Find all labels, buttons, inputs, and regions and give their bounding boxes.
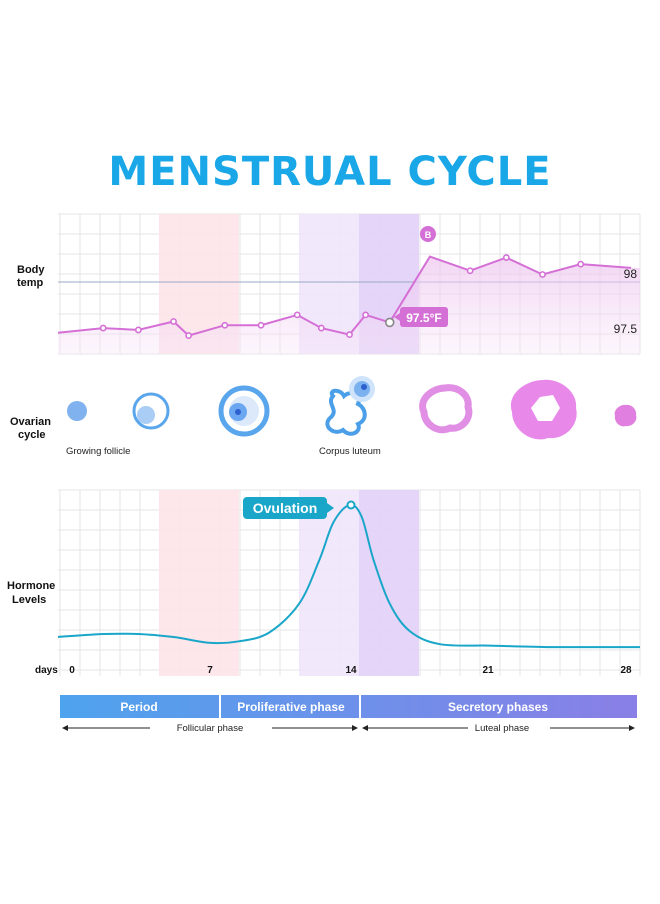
- corpus-luteum-large-icon: [510, 379, 577, 440]
- temp-callout-text: 97.5°F: [406, 311, 441, 325]
- temp-area-fill: [58, 256, 640, 354]
- day-tick-label: 0: [69, 665, 75, 676]
- caption-corpus-luteum: Corpus luteum: [319, 446, 381, 457]
- ovarian-label-1: Ovarian: [10, 416, 51, 428]
- day-tick-label: 21: [482, 665, 494, 676]
- temp-point: [134, 326, 142, 334]
- corpus-luteum-ring-icon: [419, 384, 473, 434]
- ovarian-cycle-row: Ovarian cycle G: [10, 376, 637, 457]
- day-tick-label: 7: [207, 665, 213, 676]
- temp-point: [293, 311, 301, 319]
- phase-secretory: Secretory phases: [448, 700, 548, 714]
- temp-point: [502, 254, 510, 261]
- temp-points: [99, 254, 585, 339]
- temp-point: [362, 311, 369, 319]
- luteal-band-hormone: [359, 490, 419, 676]
- temp-axis-label-1: Body: [17, 264, 45, 276]
- temp-tick-97-5: 97.5: [614, 322, 638, 336]
- period-band-hormone: [159, 490, 239, 676]
- hormone-chart-panel: Ovulation Hormone Levels: [7, 489, 641, 676]
- ovulation-peak-point: [346, 500, 356, 510]
- temp-point: [317, 324, 325, 332]
- corpus-albicans-icon: [614, 404, 637, 427]
- ovarian-label-2: cycle: [18, 429, 46, 441]
- temp-point: [539, 271, 546, 278]
- days-axis-label: days: [35, 665, 58, 676]
- phase-period: Period: [120, 700, 157, 714]
- phase-arrows: Follicular phase Luteal phase: [62, 723, 635, 734]
- temp-line: [57, 255, 632, 337]
- hormone-line: [57, 503, 640, 649]
- page-title: MENSTRUAL CYCLE: [108, 149, 551, 195]
- temp-point: [170, 318, 177, 325]
- follicular-phase-label: Follicular phase: [177, 723, 244, 734]
- temp-peak-marker-text: B: [425, 230, 432, 240]
- temp-tick-98: 98: [624, 267, 638, 281]
- phase-bar-background: [60, 695, 637, 718]
- day-tick-label: 28: [620, 665, 632, 676]
- phase-bar: Period Proliferative phase Secretory pha…: [60, 695, 637, 718]
- ovulation-callout-text: Ovulation: [253, 500, 318, 516]
- growing-follicle-medium-icon: [132, 392, 170, 430]
- temp-point: [384, 317, 395, 328]
- temp-point: [185, 332, 193, 339]
- hormone-axis-label-2: Levels: [12, 594, 46, 606]
- mature-follicle-icon: [218, 385, 270, 437]
- temp-chart-panel: 97.5°F B 98 97.5 Body temp: [17, 213, 641, 355]
- temp-point: [99, 324, 107, 332]
- growing-follicle-small-icon: [67, 401, 87, 421]
- temp-point: [466, 267, 474, 275]
- day-tick-label: 14: [345, 665, 357, 676]
- temp-point: [257, 321, 265, 329]
- temp-peak-marker: B: [420, 226, 436, 242]
- temp-callout: 97.5°F: [394, 307, 448, 327]
- temp-point: [221, 321, 229, 329]
- temp-point: [346, 331, 353, 339]
- ovulating-follicle-icon: [325, 376, 375, 436]
- days-axis: days 0 7 14 21 28: [35, 665, 632, 676]
- caption-growing-follicle: Growing follicle: [66, 446, 130, 457]
- phase-proliferative: Proliferative phase: [237, 700, 345, 714]
- day-ticks: 0 7 14 21 28: [69, 665, 632, 676]
- ovulation-callout: Ovulation: [243, 497, 334, 519]
- temp-axis-label-2: temp: [17, 277, 44, 289]
- hormone-axis-label-1: Hormone: [7, 580, 55, 592]
- temp-point: [577, 260, 585, 268]
- luteal-phase-label: Luteal phase: [475, 723, 529, 734]
